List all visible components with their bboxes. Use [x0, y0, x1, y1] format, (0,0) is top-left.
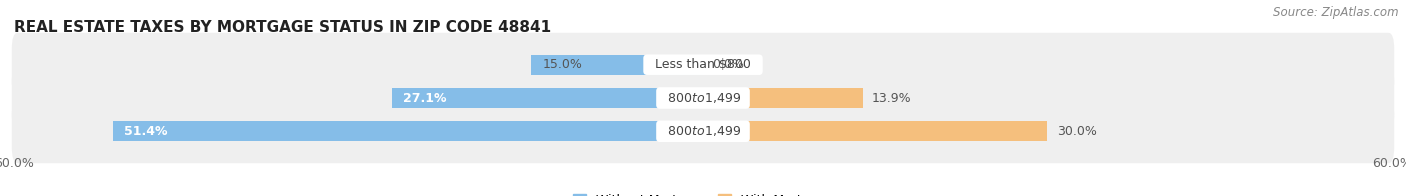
Text: 0.0%: 0.0% [713, 58, 744, 71]
Bar [531, 55, 703, 75]
FancyBboxPatch shape [11, 33, 1395, 97]
Text: $800 to $1,499: $800 to $1,499 [659, 91, 747, 105]
Bar [703, 121, 1047, 141]
Text: $800 to $1,499: $800 to $1,499 [659, 124, 747, 138]
Text: Less than $800: Less than $800 [647, 58, 759, 71]
FancyBboxPatch shape [11, 66, 1395, 130]
FancyBboxPatch shape [11, 99, 1395, 163]
Text: 30.0%: 30.0% [1057, 125, 1097, 138]
Bar [112, 121, 703, 141]
Text: Source: ZipAtlas.com: Source: ZipAtlas.com [1274, 6, 1399, 19]
Bar [392, 88, 703, 108]
Text: REAL ESTATE TAXES BY MORTGAGE STATUS IN ZIP CODE 48841: REAL ESTATE TAXES BY MORTGAGE STATUS IN … [14, 20, 551, 35]
Text: 27.1%: 27.1% [404, 92, 447, 104]
Text: 13.9%: 13.9% [872, 92, 911, 104]
Bar [703, 88, 863, 108]
Text: 15.0%: 15.0% [543, 58, 582, 71]
Legend: Without Mortgage, With Mortgage: Without Mortgage, With Mortgage [574, 194, 832, 196]
Text: 51.4%: 51.4% [124, 125, 167, 138]
